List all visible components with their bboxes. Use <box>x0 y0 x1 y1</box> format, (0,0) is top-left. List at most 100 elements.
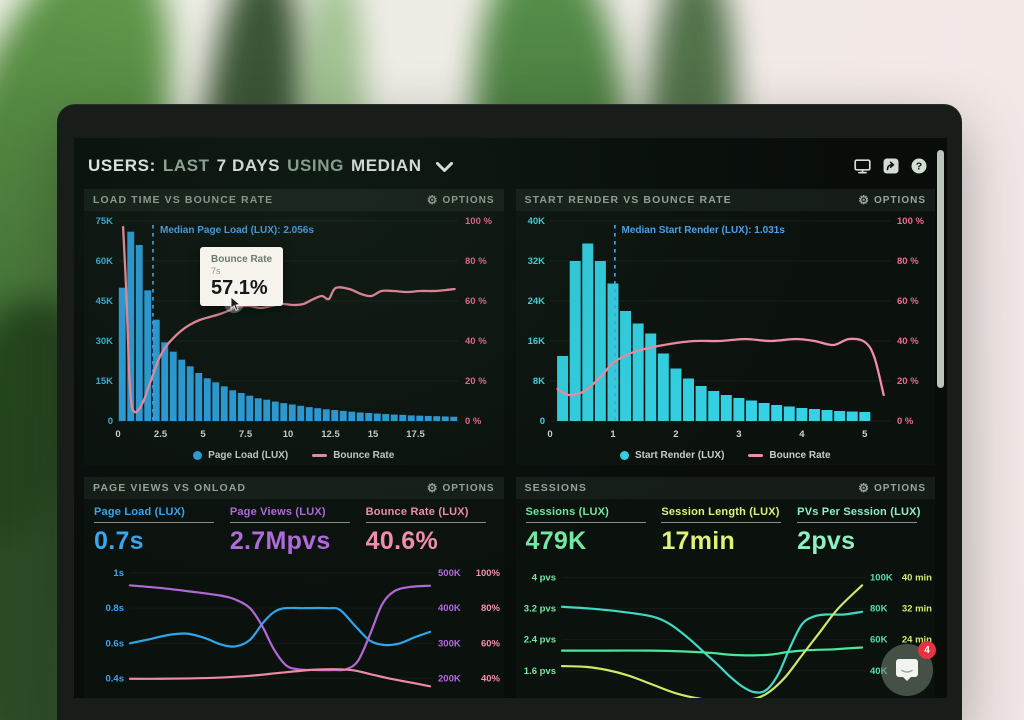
options-button[interactable]: ⚙ OPTIONS <box>426 481 495 495</box>
laptop: USERS: LAST 7 DAYS USING MEDIAN <box>57 104 962 720</box>
svg-text:0.6s: 0.6s <box>106 638 125 649</box>
chart-area: 1s 0.8s 0.6s 0.4s 500K 100% 400K 80% 300K 60% 200K… <box>84 558 504 698</box>
svg-text:80K: 80K <box>870 604 888 615</box>
scrollbar-thumb[interactable] <box>937 150 944 388</box>
legend-item: Start Render (LUX) <box>619 450 724 461</box>
chart-area: 75K 60K 45K 30K 15K 0 100 % 80 % 60 % 40 % 20 % 0 %… <box>84 211 504 445</box>
svg-text:4: 4 <box>799 429 805 440</box>
metric-sessions: Sessions (LUX) 479K <box>525 506 654 556</box>
svg-text:60%: 60% <box>481 638 501 649</box>
bars <box>118 231 458 421</box>
metric-summary-row: Page Load (LUX) 0.7s Page Views (LUX) 2.… <box>84 499 504 558</box>
svg-text:0.8s: 0.8s <box>106 603 125 614</box>
svg-text:15K: 15K <box>96 376 114 387</box>
metric-underline <box>661 522 782 523</box>
svg-text:16K: 16K <box>527 336 545 347</box>
svg-text:1s: 1s <box>113 568 124 579</box>
svg-text:20 %: 20 % <box>465 376 487 387</box>
svg-text:40%: 40% <box>481 673 501 684</box>
svg-text:0 %: 0 % <box>465 416 482 427</box>
metric-bounce-rate: Bounce Rate (LUX) 40.6% <box>365 506 494 556</box>
legend-line-swatch <box>748 453 764 457</box>
svg-text:60 %: 60 % <box>465 296 487 307</box>
svg-text:3: 3 <box>736 429 741 440</box>
panel-load-time-vs-bounce-rate: LOAD TIME VS BOUNCE RATE ⚙ OPTIONS 75K 60… <box>84 189 504 465</box>
svg-text:100%: 100% <box>476 568 501 579</box>
panel-start-render-vs-bounce-rate: START RENDER VS BOUNCE RATE ⚙ OPTIONS 40… <box>515 189 936 465</box>
help-icon[interactable]: ? <box>911 158 927 174</box>
svg-text:0 %: 0 % <box>897 416 914 427</box>
svg-text:7.5: 7.5 <box>239 429 253 440</box>
metric-underline <box>797 522 918 523</box>
header-users-label: USERS: <box>88 156 156 175</box>
svg-text:40 %: 40 % <box>897 336 919 347</box>
legend-dot-swatch <box>193 450 203 460</box>
svg-text:80 %: 80 % <box>465 256 487 267</box>
metric-page-load: Page Load (LUX) 0.7s <box>94 506 222 556</box>
metric-underline <box>365 522 486 523</box>
chat-widget-button[interactable]: 4 <box>881 641 936 696</box>
svg-text:0: 0 <box>108 416 113 427</box>
svg-text:80%: 80% <box>481 603 501 614</box>
metric-session-length: Session Length (LUX) 17min <box>661 506 782 555</box>
svg-text:40 %: 40 % <box>465 336 487 347</box>
panel-header: PAGE VIEWS VS ONLOAD ⚙ OPTIONS <box>84 477 504 499</box>
panel-header: LOAD TIME VS BOUNCE RATE ⚙ OPTIONS <box>84 189 504 211</box>
median-annotation: Median Start Render (LUX): 1.031s <box>621 225 785 236</box>
panel-sessions: SESSIONS ⚙ OPTIONS Sessions (LUX) 479K <box>515 477 935 698</box>
svg-text:2.5: 2.5 <box>154 429 168 440</box>
series-line <box>560 605 863 694</box>
svg-text:30K: 30K <box>96 336 114 347</box>
gear-icon: ⚙ <box>858 193 870 207</box>
tooltip: Bounce Rate 7s 57.1% <box>200 247 284 306</box>
series-line <box>560 646 863 657</box>
svg-text:20 %: 20 % <box>897 376 919 387</box>
series-line <box>128 606 432 648</box>
chat-unread-badge: 4 <box>918 641 936 659</box>
header-metric-label: MEDIAN <box>350 156 422 175</box>
svg-text:17.5: 17.5 <box>406 429 425 440</box>
panel-title: SESSIONS <box>524 482 587 494</box>
svg-text:75K: 75K <box>96 216 114 227</box>
header-using-label: USING <box>287 156 344 175</box>
load-time-histogram: 75K 60K 45K 30K 15K 0 100 % 80 % 60 % 40 % 20 % 0 %… <box>96 216 493 440</box>
bars <box>556 243 870 421</box>
panel-grid: LOAD TIME VS BOUNCE RATE ⚙ OPTIONS 75K 60… <box>84 189 935 698</box>
svg-text:12.5: 12.5 <box>321 429 340 440</box>
legend-item: Page Load (LUX) <box>193 450 288 461</box>
options-button[interactable]: ⚙ OPTIONS <box>426 193 495 207</box>
svg-text:5: 5 <box>200 429 206 440</box>
panel-header: START RENDER VS BOUNCE RATE ⚙ OPTIONS <box>515 189 935 211</box>
svg-text:24K: 24K <box>527 296 545 307</box>
svg-text:0: 0 <box>547 429 552 440</box>
metric-underline <box>525 522 646 523</box>
svg-text:8K: 8K <box>532 376 544 387</box>
options-button[interactable]: ⚙ OPTIONS <box>858 481 926 495</box>
legend-item: Bounce Rate <box>748 450 831 461</box>
svg-text:40K: 40K <box>527 216 545 227</box>
svg-text:0: 0 <box>539 416 544 427</box>
svg-text:32K: 32K <box>527 256 545 267</box>
chart-area: 40K 32K 24K 16K 8K 0 100 % 80 % 60 % 40 % 20 % 0 % 0… <box>516 211 936 445</box>
timeframe-dropdown[interactable]: USERS: LAST 7 DAYS USING MEDIAN <box>88 156 453 176</box>
bounce-rate-line <box>555 337 885 397</box>
median-annotation: Median Page Load (LUX): 2.056s <box>160 225 314 236</box>
panel-title: LOAD TIME VS BOUNCE RATE <box>93 194 274 206</box>
panel-title: START RENDER VS BOUNCE RATE <box>524 194 732 206</box>
start-render-histogram: 40K 32K 24K 16K 8K 0 100 % 80 % 60 % 40 % 20 % 0 % 0… <box>527 216 924 440</box>
display-icon[interactable] <box>854 158 871 174</box>
svg-text:1.6 pvs: 1.6 pvs <box>523 666 555 677</box>
legend: Page Load (LUX) Bounce Rate <box>84 445 504 465</box>
series-line <box>128 668 432 688</box>
share-icon[interactable] <box>883 158 899 174</box>
options-button[interactable]: ⚙ OPTIONS <box>858 193 926 207</box>
svg-text:300K: 300K <box>438 638 461 649</box>
svg-text:60K: 60K <box>96 256 114 267</box>
gear-icon: ⚙ <box>426 481 439 495</box>
page-views-trend-chart: 1s 0.8s 0.6s 0.4s 500K 100% 400K 80% 300K 60% 200K… <box>106 568 501 688</box>
svg-text:60 %: 60 % <box>897 296 919 307</box>
panel-page-views-vs-onload: PAGE VIEWS VS ONLOAD ⚙ OPTIONS Page Load… <box>84 477 504 698</box>
legend-dot-swatch <box>619 450 629 460</box>
svg-text:15: 15 <box>368 429 379 440</box>
svg-text:100 %: 100 % <box>465 216 492 227</box>
